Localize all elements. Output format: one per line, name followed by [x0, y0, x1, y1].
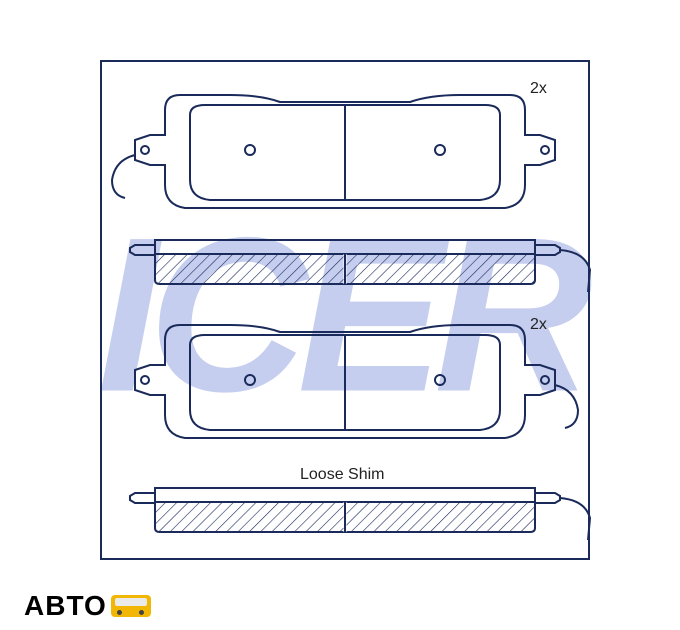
pad-top-face [112, 95, 555, 208]
pad-top-side [130, 240, 590, 292]
footer-logo: ABTO [24, 590, 151, 622]
canvas: ICER [0, 0, 680, 630]
label-qty-mid: 2x [530, 316, 547, 334]
footer-logo-text: ABTO [24, 590, 107, 622]
brake-pad-diagram [0, 0, 680, 630]
car-icon [111, 595, 151, 617]
pad-mid-face [135, 325, 578, 438]
label-qty-top: 2x [530, 80, 547, 98]
pad-bottom-side [130, 488, 590, 540]
label-loose-shim: Loose Shim [300, 466, 385, 484]
